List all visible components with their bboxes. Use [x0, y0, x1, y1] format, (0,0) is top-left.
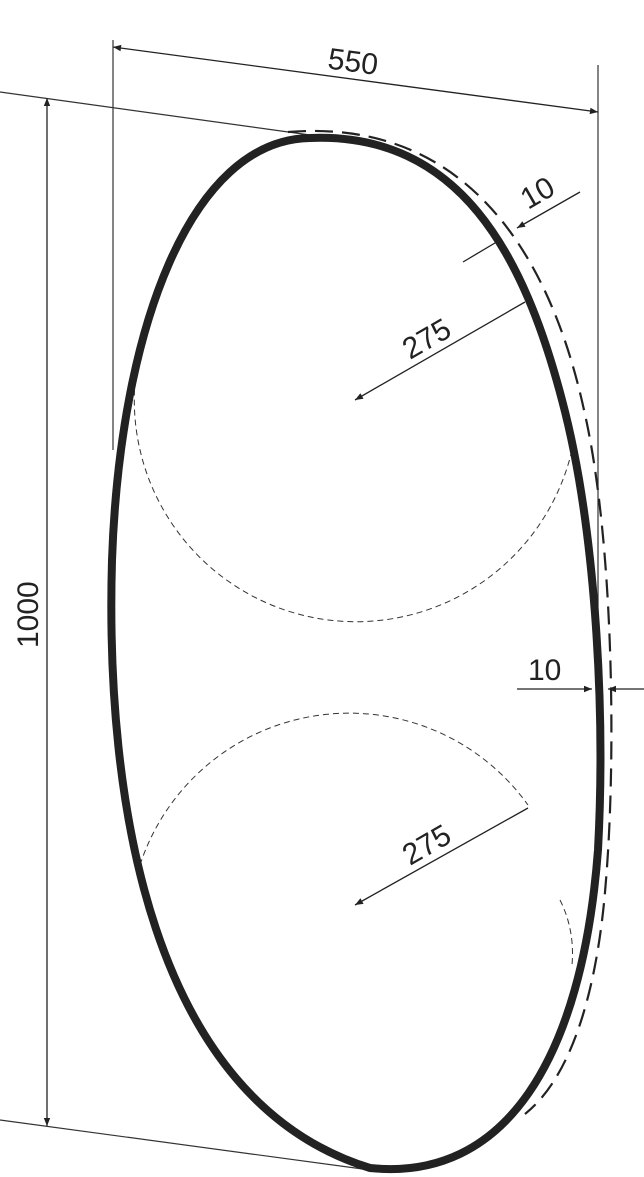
radius-upper-arrow	[354, 301, 526, 401]
offset-top-arrow	[516, 191, 581, 229]
offset-top-line	[462, 239, 501, 263]
width-label: 550	[326, 43, 380, 82]
height-label: 1000	[12, 581, 45, 648]
radius-lower-label: 275	[397, 818, 457, 872]
width-dimension-line	[112, 44, 599, 115]
lower-construction-arc	[139, 712, 529, 866]
upper-construction-arc	[133, 349, 573, 623]
mirror-contour	[107, 133, 605, 1174]
outer-dashed-contour	[287, 129, 613, 1115]
offset-side-label: 10	[528, 654, 561, 687]
radius-lower-arrow	[354, 807, 529, 906]
extension-line-bottom	[0, 1119, 371, 1171]
radius-upper-label: 275	[397, 312, 457, 366]
lower-construction-arc-right	[559, 899, 573, 966]
offset-top-label: 10	[515, 171, 560, 216]
